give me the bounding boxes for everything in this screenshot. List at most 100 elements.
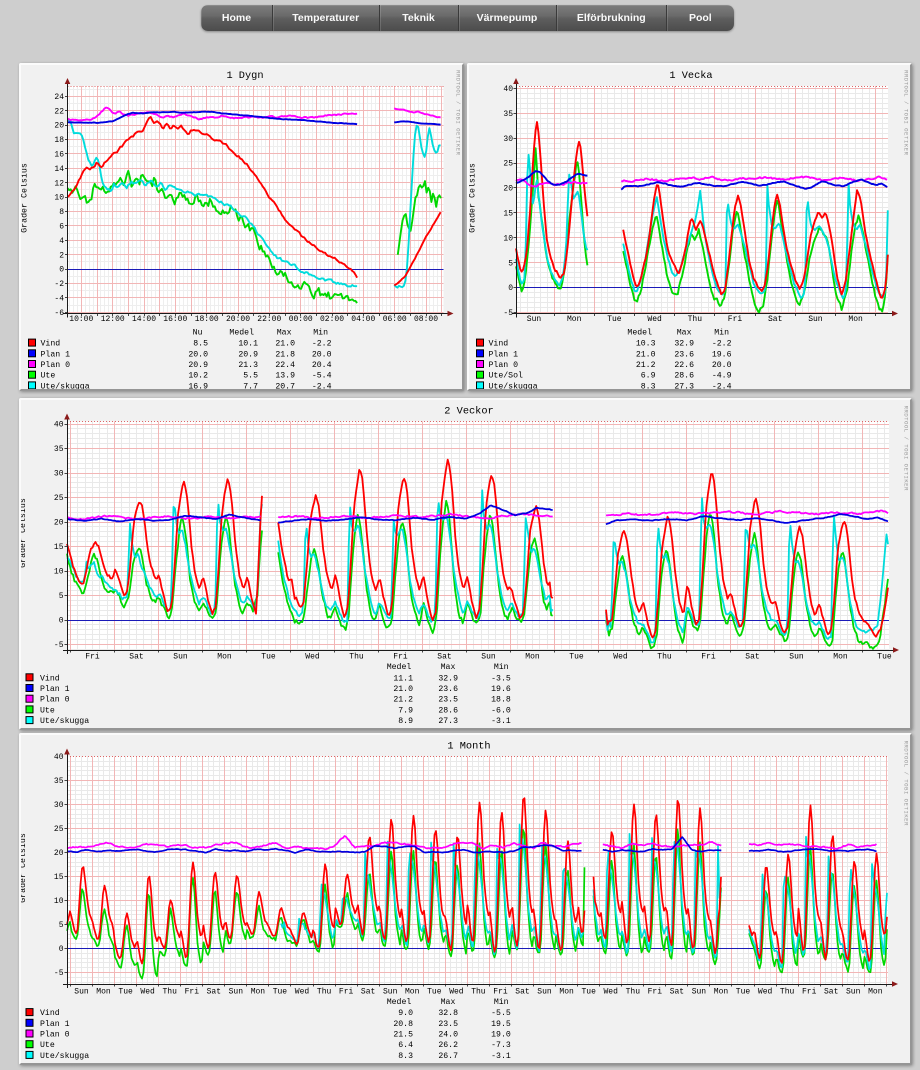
svg-text:8: 8: [59, 208, 64, 217]
svg-text:Vind: Vind: [40, 673, 60, 683]
svg-text:Plan 1: Plan 1: [489, 349, 519, 359]
svg-text:28.6: 28.6: [438, 706, 458, 715]
svg-text:24: 24: [54, 93, 64, 102]
svg-text:27.3: 27.3: [438, 717, 458, 726]
svg-text:6.4: 6.4: [398, 1041, 413, 1050]
svg-text:Wed: Wed: [295, 988, 310, 997]
svg-text:19.6: 19.6: [491, 685, 511, 694]
svg-text:16.9: 16.9: [188, 382, 208, 389]
svg-text:20.9: 20.9: [188, 361, 208, 370]
svg-text:20.0: 20.0: [188, 350, 208, 359]
svg-text:-3.1: -3.1: [491, 1052, 511, 1061]
svg-text:Wed: Wed: [647, 315, 662, 324]
svg-text:-2.4: -2.4: [712, 382, 732, 389]
svg-text:10:00: 10:00: [69, 315, 93, 324]
svg-text:Sun: Sun: [692, 988, 707, 997]
svg-text:Mon: Mon: [96, 988, 111, 997]
svg-text:25: 25: [54, 494, 64, 503]
svg-text:Fri: Fri: [393, 653, 408, 662]
svg-text:15: 15: [503, 210, 513, 219]
svg-text:Wed: Wed: [613, 653, 628, 662]
svg-text:Tue: Tue: [581, 988, 596, 997]
svg-text:4: 4: [59, 237, 64, 246]
svg-text:Fri: Fri: [493, 988, 508, 997]
svg-text:Min: Min: [714, 328, 729, 338]
svg-text:30: 30: [54, 470, 64, 479]
svg-text:35: 35: [54, 445, 64, 454]
svg-text:0: 0: [508, 284, 513, 293]
svg-text:Sat: Sat: [768, 315, 782, 324]
svg-text:0: 0: [59, 945, 64, 954]
svg-text:Fri: Fri: [85, 653, 100, 662]
svg-text:Vind: Vind: [41, 339, 61, 349]
svg-text:25: 25: [503, 160, 513, 169]
svg-text:RRDTOOL / TOBI OETIKER: RRDTOOL / TOBI OETIKER: [903, 406, 910, 491]
svg-text:35: 35: [54, 777, 64, 786]
svg-text:Sun: Sun: [527, 315, 542, 324]
svg-text:19.0: 19.0: [491, 1031, 511, 1040]
svg-text:Wed: Wed: [140, 988, 155, 997]
svg-text:8.9: 8.9: [398, 717, 413, 726]
svg-text:Sun: Sun: [173, 653, 188, 662]
svg-text:Sun: Sun: [789, 653, 804, 662]
svg-text:Tue: Tue: [877, 653, 892, 662]
svg-text:0: 0: [59, 266, 64, 275]
svg-text:Plan 0: Plan 0: [40, 1030, 70, 1040]
svg-text:Tue: Tue: [736, 988, 751, 997]
svg-text:Thu: Thu: [317, 988, 332, 997]
svg-text:RRDTOOL / TOBI OETIKER: RRDTOOL / TOBI OETIKER: [455, 70, 462, 155]
svg-text:-2: -2: [54, 280, 64, 289]
svg-text:Plan 0: Plan 0: [489, 360, 519, 370]
svg-text:13.9: 13.9: [275, 372, 295, 381]
svg-text:-3.1: -3.1: [491, 717, 511, 726]
svg-text:02:00: 02:00: [320, 315, 344, 324]
svg-text:22: 22: [54, 107, 64, 116]
svg-text:1 Month: 1 Month: [447, 741, 490, 753]
svg-text:21.0: 21.0: [275, 340, 295, 349]
svg-text:12:00: 12:00: [101, 315, 125, 324]
svg-text:Grader Celsius: Grader Celsius: [469, 163, 478, 233]
svg-text:12: 12: [54, 179, 64, 188]
svg-text:Max: Max: [441, 998, 456, 1007]
svg-text:-5.4: -5.4: [312, 372, 332, 381]
svg-text:-5: -5: [503, 309, 513, 318]
svg-text:32.8: 32.8: [438, 1009, 458, 1018]
svg-text:Sun: Sun: [846, 988, 861, 997]
svg-text:Mon: Mon: [833, 653, 848, 662]
svg-text:30: 30: [503, 135, 513, 144]
svg-text:Plan 0: Plan 0: [41, 360, 71, 370]
svg-text:00:00: 00:00: [289, 315, 313, 324]
svg-text:Plan 1: Plan 1: [40, 1019, 70, 1029]
svg-text:20.7: 20.7: [275, 382, 295, 389]
svg-text:23.5: 23.5: [438, 696, 458, 705]
svg-text:10: 10: [54, 897, 64, 906]
svg-text:20.8: 20.8: [393, 1020, 413, 1029]
svg-text:16: 16: [54, 151, 64, 160]
svg-text:15: 15: [54, 543, 64, 552]
svg-text:Sat: Sat: [670, 988, 684, 997]
svg-text:20.0: 20.0: [712, 361, 732, 370]
svg-text:6: 6: [59, 223, 64, 232]
svg-text:Max: Max: [441, 663, 456, 672]
svg-text:2: 2: [59, 251, 64, 260]
svg-text:Fri: Fri: [339, 988, 354, 997]
svg-text:Mon: Mon: [559, 988, 574, 997]
svg-text:Tue: Tue: [118, 988, 133, 997]
svg-text:25: 25: [54, 825, 64, 834]
svg-text:23.6: 23.6: [674, 350, 694, 359]
svg-text:Ute/skugga: Ute/skugga: [40, 716, 89, 726]
svg-text:Sat: Sat: [824, 988, 838, 997]
svg-text:15: 15: [54, 873, 64, 882]
svg-text:Ute/skugga: Ute/skugga: [489, 381, 538, 389]
svg-text:Ute/skugga: Ute/skugga: [41, 381, 90, 389]
svg-text:8.3: 8.3: [398, 1052, 413, 1061]
svg-text:6.9: 6.9: [641, 372, 656, 381]
svg-text:Ute: Ute: [40, 1041, 55, 1050]
svg-text:Fri: Fri: [185, 988, 200, 997]
svg-text:Max: Max: [677, 329, 692, 338]
svg-text:10: 10: [54, 568, 64, 577]
svg-text:Wed: Wed: [449, 988, 464, 997]
svg-text:Vind: Vind: [40, 1008, 60, 1018]
svg-text:9.0: 9.0: [398, 1009, 413, 1018]
svg-text:Sun: Sun: [383, 988, 398, 997]
